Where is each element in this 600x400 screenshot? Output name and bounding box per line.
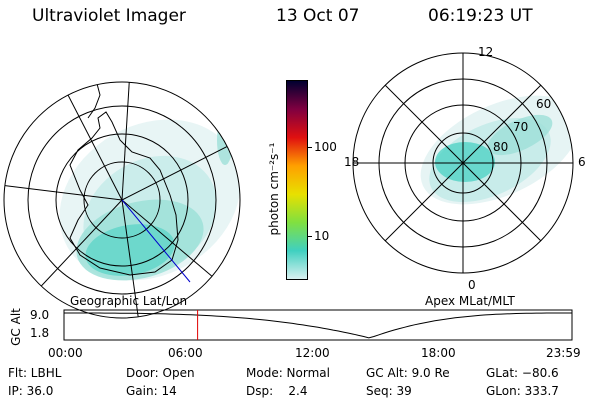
colorbar-tick-10 [307, 236, 312, 237]
time-label: 06:19:23 UT [428, 6, 533, 26]
dsp-info: Dsp: 2.4 [246, 384, 308, 398]
glat-info: GLat: −80.6 [486, 366, 559, 380]
colorbar-tick-100 [307, 147, 312, 148]
timeline-xtick-2359: 23:59 [546, 346, 581, 360]
mlt-label-0: 0 [468, 278, 476, 292]
timeline-xtick-0600: 06:00 [168, 346, 203, 360]
colorbar-label-10: 10 [314, 229, 330, 243]
ip-info: IP: 36.0 [8, 384, 54, 398]
seq-info: Seq: 39 [366, 384, 412, 398]
mlt-label-6: 6 [578, 155, 586, 169]
mlt-label-12: 12 [478, 45, 494, 59]
mlat-label-60: 60 [536, 97, 552, 111]
filter-info: Flt: LBHL [8, 366, 62, 380]
apex-caption: Apex MLat/MLT [425, 294, 515, 308]
mlat-label-70: 70 [513, 120, 529, 134]
geo-terminator-line [121, 199, 191, 283]
glon-info: GLon: 333.7 [486, 384, 559, 398]
altitude-curve [64, 312, 572, 339]
timeline-ytick-high: 9.0 [30, 308, 50, 322]
colorbar [286, 80, 308, 280]
timeline-xtick-1800: 18:00 [421, 346, 456, 360]
mlt-label-18: 18 [344, 155, 360, 169]
timeline-xtick-0000: 00:00 [48, 346, 83, 360]
geo-latitude-circles [3, 81, 241, 319]
geo-longitude-lines [4, 82, 240, 318]
gc-alt-info: GC Alt: 9.0 Re [366, 366, 450, 380]
mlat-aurora-layer [420, 95, 573, 205]
date-label: 13 Oct 07 [276, 6, 360, 26]
door-info: Door: Open [126, 366, 195, 380]
gain-info: Gain: 14 [126, 384, 177, 398]
mlt-meridians [353, 53, 573, 273]
mode-info: Mode: Normal [246, 366, 330, 380]
timeline-frame [63, 309, 573, 341]
colorbar-label-100: 100 [314, 140, 337, 154]
timeline-ytick-low: 1.8 [30, 326, 50, 340]
timeline-xtick-1200: 12:00 [295, 346, 330, 360]
geographic-caption: Geographic Lat/Lon [70, 294, 188, 308]
instrument-title: Ultraviolet Imager [32, 6, 186, 26]
mlat-label-80: 80 [493, 140, 509, 154]
